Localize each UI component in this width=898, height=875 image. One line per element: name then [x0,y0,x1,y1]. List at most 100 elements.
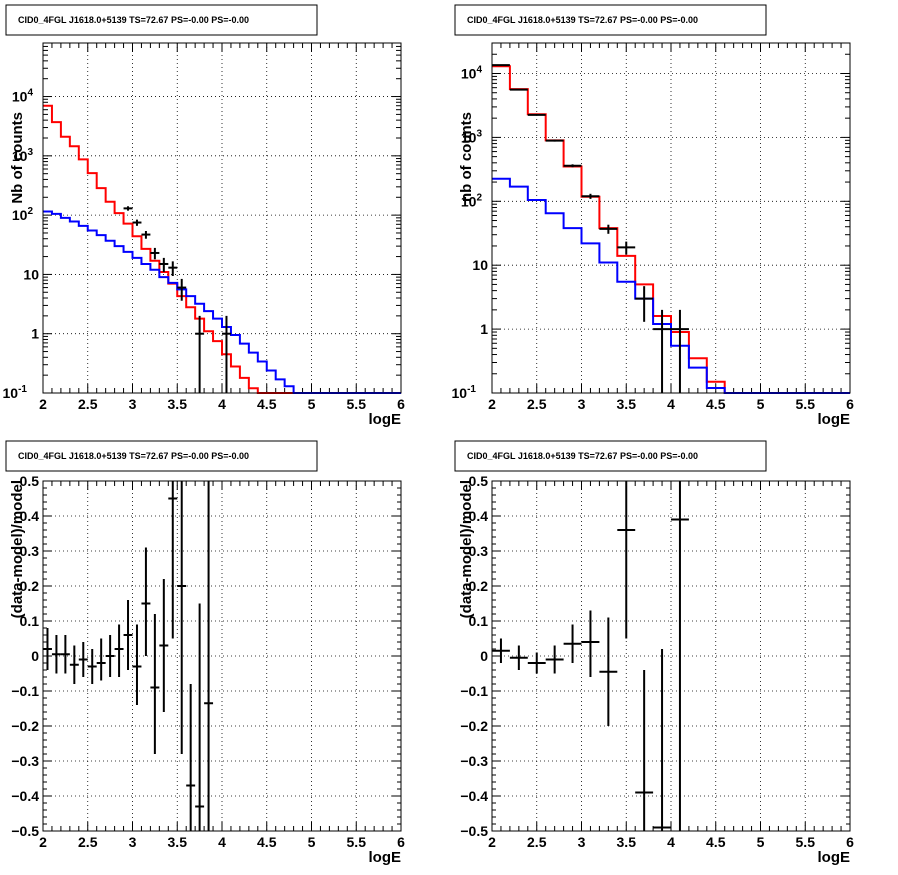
plot-frame [42,42,402,394]
x-tick-label: 3.5 [168,396,188,412]
data-point [222,315,231,393]
data-point [105,635,115,677]
data-point [186,684,196,831]
data-point [78,642,88,677]
data-point [617,481,636,639]
y-tick-label: 102 [12,206,34,223]
x-tick-label: 3.5 [168,834,188,850]
plot-frame [491,480,851,832]
x-tick-label: 3.5 [617,396,637,412]
data-point [545,645,564,674]
panel-counts-left: CID0_4FGL J1618.0+5139 TS=72.67 PS=-0.00… [3,4,405,428]
y-tick-label: 104 [12,88,34,105]
y-tick-label: 10 [23,266,39,282]
x-tick-label: 4 [667,834,675,850]
data-point [96,638,106,681]
data-point [563,164,582,168]
y-tick-exponent: 4 [27,88,33,99]
y-tick-label: −0.5 [460,823,488,839]
data-point [599,224,618,234]
source_model-line [43,210,401,394]
x-tick-label: 3 [129,396,137,412]
y-tick-label: 104 [461,64,483,81]
x-tick-label: 2.5 [78,834,98,850]
data-point [545,139,564,142]
chart-title: CID0_4FGL J1618.0+5139 TS=72.67 PS=-0.00… [467,451,698,461]
x-tick-label: 3 [578,396,586,412]
x-tick-label: 2 [488,834,496,850]
title-box [5,440,318,472]
chart-title: CID0_4FGL J1618.0+5139 TS=72.67 PS=-0.00… [18,451,249,461]
data-point [195,315,205,393]
data-point [527,652,546,674]
title-box [454,4,767,36]
data-point [60,635,70,674]
data-point [177,278,187,301]
data-point [563,624,582,663]
data-point [653,649,671,831]
data-point [195,603,205,831]
y-tick-exponent: 2 [27,206,33,217]
data-point [168,261,178,277]
x-tick-label: 5.5 [347,834,367,850]
data-point [51,635,61,674]
data-point [599,617,618,726]
x-tick-label: 2.5 [527,834,547,850]
x-tick-label: 6 [846,396,854,412]
data-point [204,481,214,831]
y-tick-label: 0.5 [469,473,489,489]
data-point [150,247,160,260]
y-tick-label: −0.3 [460,753,488,769]
x-tick-label: 5.5 [347,396,367,412]
y-tick-label: 0.1 [20,613,40,629]
x-tick-label: 6 [397,396,405,412]
data-point [141,230,151,239]
data-point [123,600,133,670]
x-tick-label: 2.5 [78,396,98,412]
data-point [159,257,169,272]
y-tick-label: −0.4 [460,788,488,804]
y-tick-label: 0.2 [20,578,40,594]
y-tick-exponent: 4 [476,64,482,75]
y-axis-label: nb of counts [458,112,475,202]
y-tick-label: 0 [480,648,488,664]
y-tick-label: 0.5 [20,473,40,489]
panel-residuals-right: CID0_4FGL J1618.0+5139 TS=72.67 PS=-0.00… [454,440,854,866]
x-tick-label: 2 [488,396,496,412]
y-tick-exponent: 3 [476,128,482,139]
data-point [581,610,600,677]
data-point [132,219,142,226]
x-tick-label: 4.5 [257,834,277,850]
data-point [69,645,79,684]
data-point [509,88,528,91]
x-tick-label: 3.5 [617,834,637,850]
x-tick-label: 5.5 [796,834,816,850]
y-tick-exponent: -1 [18,384,27,395]
plot-frame [42,480,402,832]
y-tick-label: 0.4 [20,508,40,524]
x-tick-label: 5 [308,834,316,850]
x-tick-label: 2 [39,396,47,412]
y-tick-label: 0.2 [469,578,489,594]
y-tick-exponent: -1 [467,384,476,395]
x-tick-label: 4.5 [706,396,726,412]
x-tick-label: 3 [129,834,137,850]
y-tick-label: −0.3 [11,753,39,769]
y-tick-label: −0.1 [460,683,488,699]
title-box [5,4,318,36]
data-point [509,645,528,670]
y-tick-label: 0.3 [20,543,40,559]
data-point [132,624,142,705]
y-axis-label: (data-model)/model [458,480,475,618]
chart-title: CID0_4FGL J1618.0+5139 TS=72.67 PS=-0.00… [467,15,698,25]
x-tick-label: 5 [308,396,316,412]
y-tick-label: −0.1 [11,683,39,699]
x-tick-label: 4 [218,834,226,850]
data-point [635,286,654,322]
y-tick-label: 10-1 [452,384,477,401]
data-point [671,309,689,393]
y-axis-label: (data-model)/model [9,480,26,618]
x-tick-label: 4 [667,396,675,412]
x-tick-label: 5 [757,396,765,412]
